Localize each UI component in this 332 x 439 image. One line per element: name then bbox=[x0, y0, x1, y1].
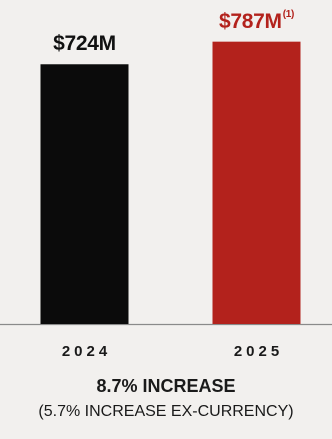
chart-subline: (5.7% INCREASE EX-CURRENCY) bbox=[38, 403, 294, 420]
chart-headline: 8.7% INCREASE bbox=[96, 376, 236, 396]
value-label-2024: $724M bbox=[53, 32, 116, 56]
bar-2025 bbox=[212, 41, 301, 324]
value-label-text: $724M bbox=[53, 32, 116, 56]
footnote-marker: (1) bbox=[282, 8, 295, 20]
value-label-2025: $787M(1) bbox=[218, 8, 295, 34]
tick-label-2025: 2025 bbox=[233, 343, 284, 360]
value-label-text: $787M bbox=[218, 9, 282, 33]
tick-label-2024: 2024 bbox=[61, 343, 112, 360]
bar-2024 bbox=[40, 64, 129, 324]
